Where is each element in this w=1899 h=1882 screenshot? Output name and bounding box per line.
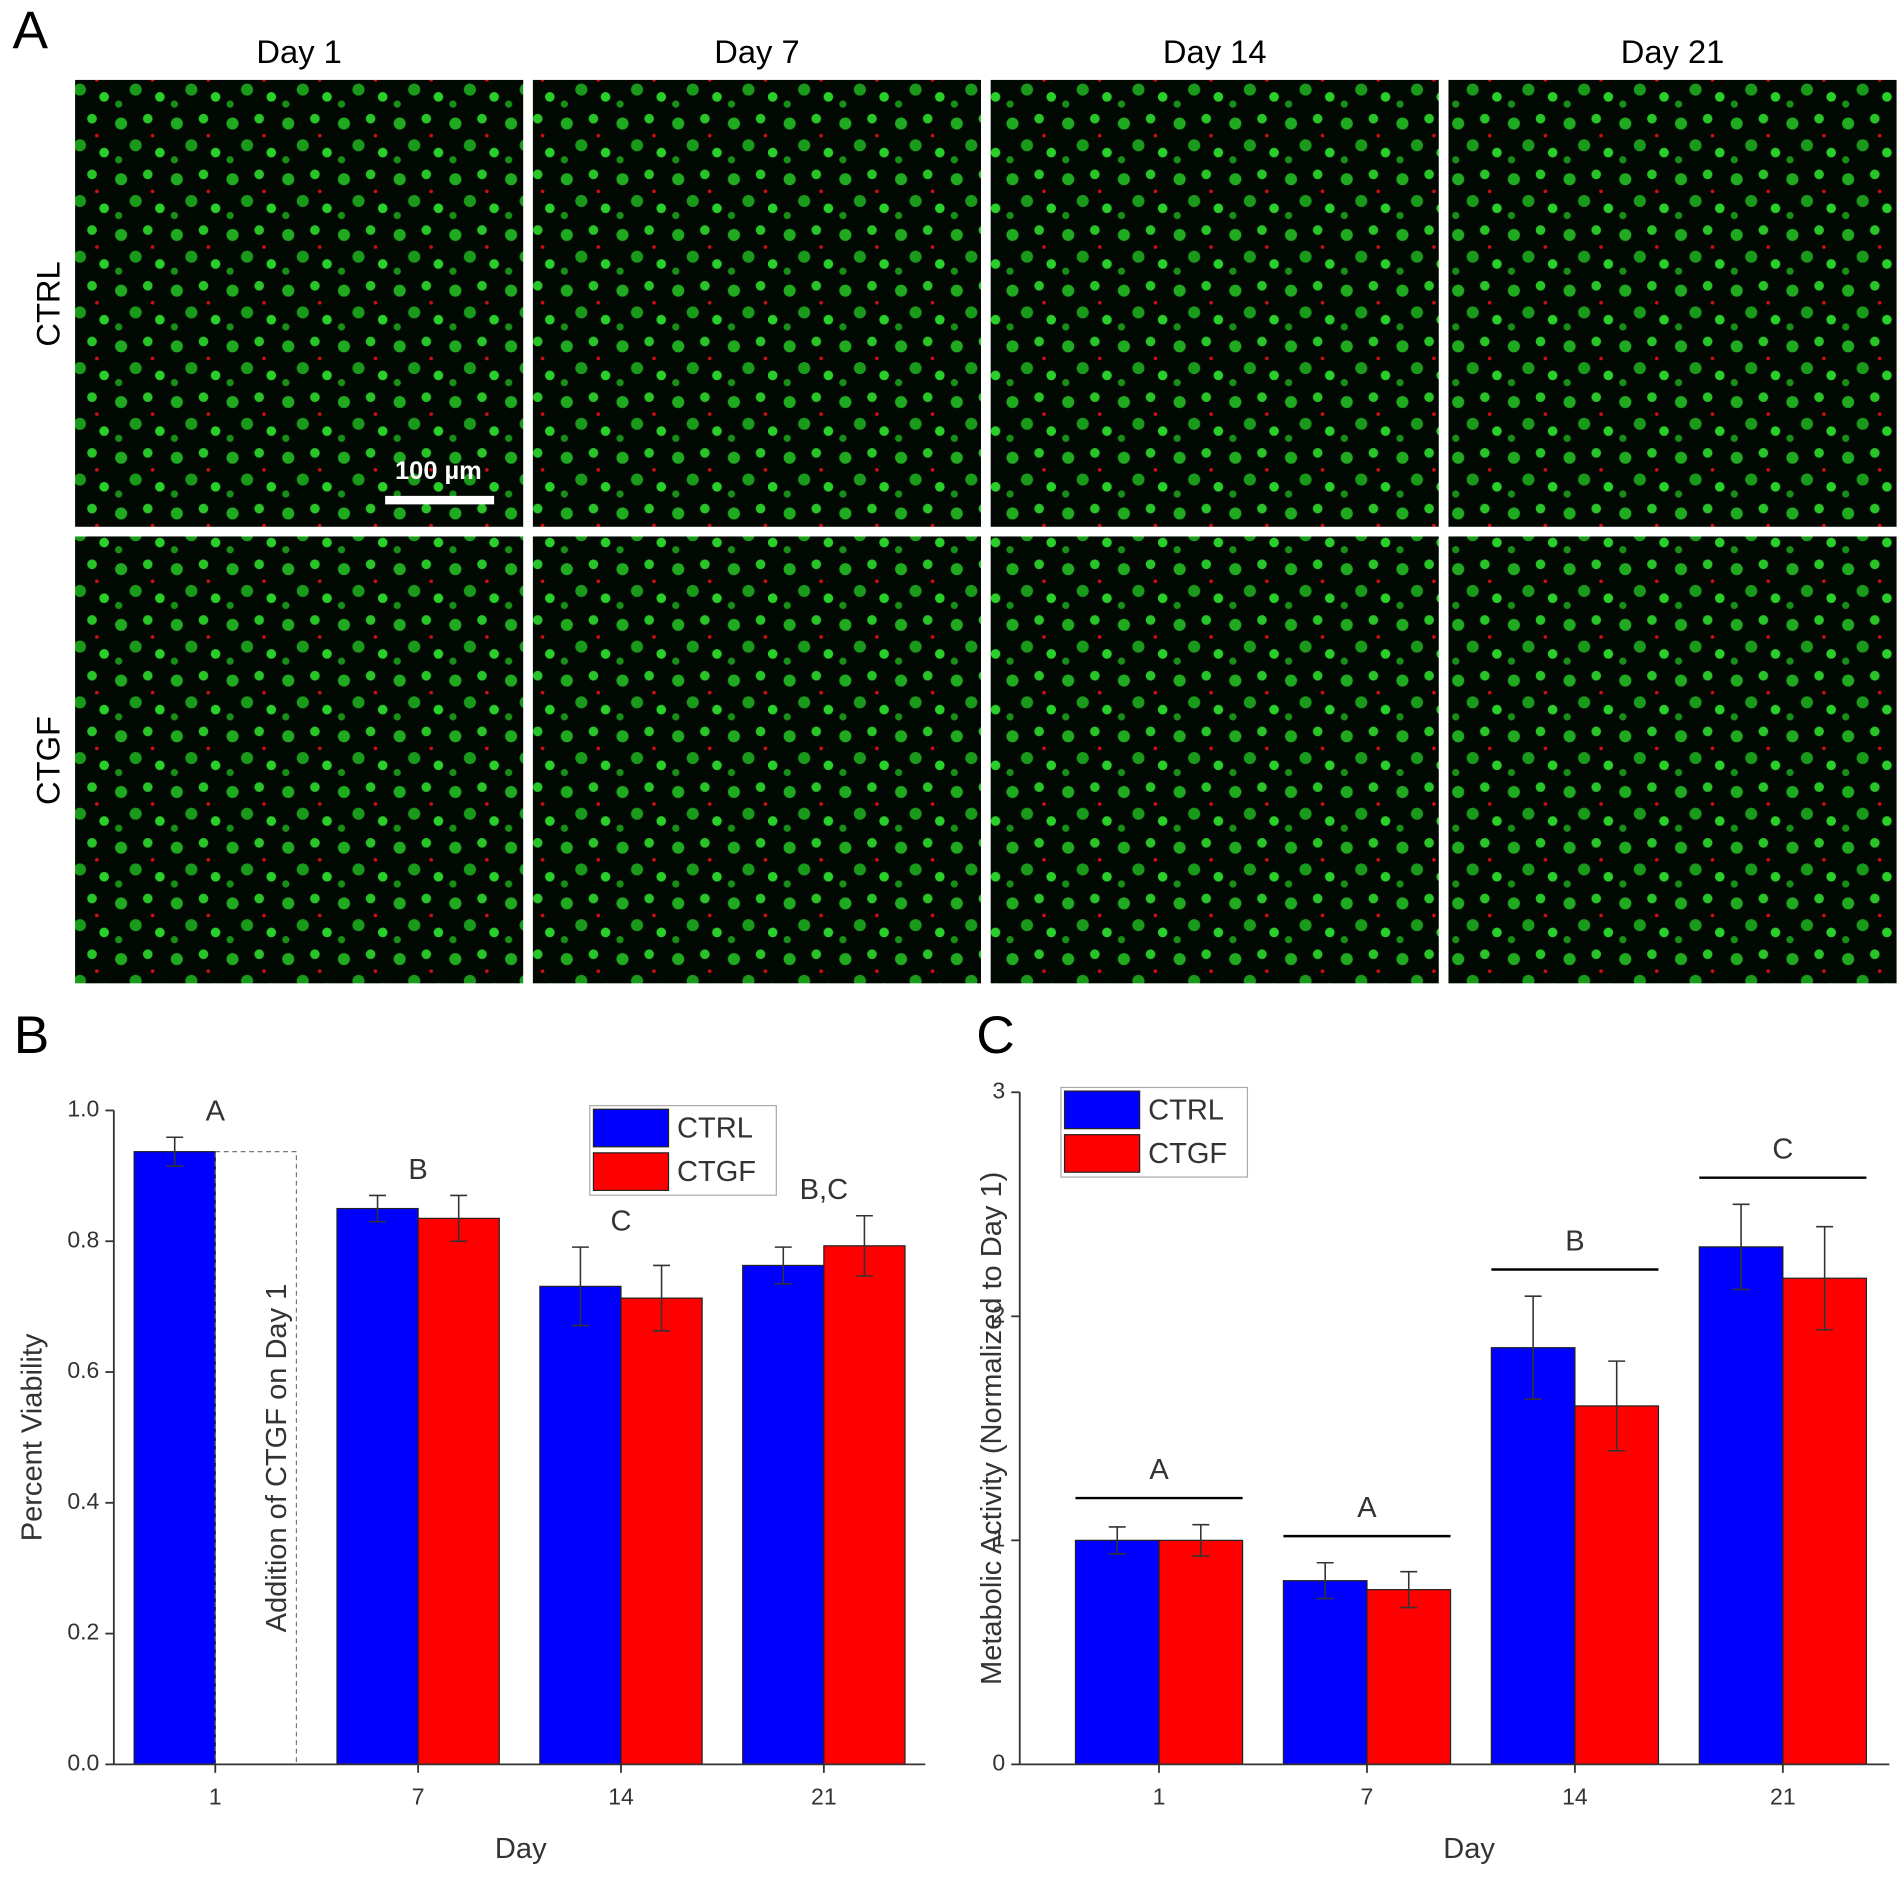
y-tick-label: 2	[992, 1301, 1005, 1327]
row-label: CTGF	[30, 716, 67, 805]
legend-label: CTRL	[1148, 1094, 1224, 1126]
x-tick-label: 1	[209, 1783, 222, 1809]
bar	[133, 1151, 216, 1765]
micrograph	[532, 536, 981, 984]
panel-label: C	[976, 1006, 1014, 1065]
bar	[620, 1297, 703, 1765]
bar	[1574, 1405, 1660, 1765]
group-label: C	[1772, 1134, 1793, 1166]
group-label: A	[206, 1096, 226, 1128]
micrograph-grid	[75, 79, 1897, 984]
legend-swatch	[592, 1152, 670, 1191]
bar	[823, 1245, 906, 1765]
row-label: CTRL	[30, 261, 67, 346]
y-tick-label: 0	[992, 1749, 1005, 1775]
legend-swatch	[1063, 1090, 1141, 1130]
y-tick-label: 0.8	[67, 1226, 99, 1252]
group-label: C	[610, 1206, 631, 1238]
y-tick-label: 1.0	[67, 1096, 99, 1122]
x-tick-label: 1	[1153, 1783, 1166, 1809]
group-label: A	[1357, 1492, 1377, 1524]
micrograph	[1448, 79, 1897, 527]
bar	[1490, 1347, 1576, 1765]
scale-bar-label: 100 µm	[395, 457, 482, 485]
x-tick-label: 21	[1770, 1783, 1796, 1809]
y-tick-label: 0.2	[67, 1619, 99, 1645]
x-tick-label: 7	[1361, 1783, 1374, 1809]
group-label: B	[1565, 1226, 1584, 1258]
panel-label: A	[13, 1, 49, 60]
panel-label: B	[14, 1006, 50, 1065]
legend-swatch	[592, 1108, 670, 1148]
legend-label: CTGF	[1148, 1138, 1227, 1170]
bar	[539, 1285, 622, 1765]
bar	[1074, 1539, 1160, 1765]
bar	[1282, 1580, 1368, 1765]
bar	[417, 1217, 500, 1765]
column-label: Day 7	[714, 33, 799, 70]
y-axis-label: Metabolic Activity (Normalized to Day 1)	[976, 1172, 1008, 1685]
y-tick-label: 0.0	[67, 1749, 99, 1775]
legend-label: CTRL	[677, 1113, 753, 1145]
y-tick-label: 0.4	[67, 1488, 99, 1514]
bar	[742, 1264, 825, 1765]
bar	[1158, 1539, 1244, 1765]
y-tick-label: 1	[992, 1525, 1005, 1551]
legend-label: CTGF	[677, 1156, 756, 1188]
x-tick-label: 7	[412, 1783, 425, 1809]
bar	[336, 1207, 419, 1765]
group-label: B,C	[800, 1174, 848, 1206]
micrograph	[990, 536, 1439, 984]
micrograph	[990, 79, 1439, 527]
micrograph	[75, 536, 524, 984]
y-axis-label: Percent Viability	[17, 1333, 49, 1541]
note-box	[214, 1151, 298, 1765]
y-tick-label: 0.6	[67, 1357, 99, 1383]
column-label: Day 14	[1163, 33, 1267, 70]
column-label: Day 1	[256, 33, 341, 70]
bar	[1698, 1246, 1784, 1765]
legend-swatch	[1063, 1134, 1141, 1173]
group-label: B	[408, 1154, 427, 1186]
x-tick-label: 21	[811, 1783, 837, 1809]
column-label: Day 21	[1621, 33, 1725, 70]
micrograph	[75, 79, 524, 527]
x-axis-label: Day	[495, 1833, 547, 1865]
x-axis-label: Day	[1443, 1833, 1495, 1865]
note: Addition of CTGF on Day 1	[261, 1284, 293, 1633]
x-tick-label: 14	[608, 1783, 634, 1809]
bar	[1366, 1589, 1452, 1765]
micrograph	[532, 79, 981, 527]
y-tick-label: 3	[992, 1077, 1005, 1103]
group-label: A	[1149, 1454, 1169, 1486]
bar	[1782, 1277, 1868, 1765]
micrograph	[1448, 536, 1897, 984]
x-tick-label: 14	[1562, 1783, 1588, 1809]
